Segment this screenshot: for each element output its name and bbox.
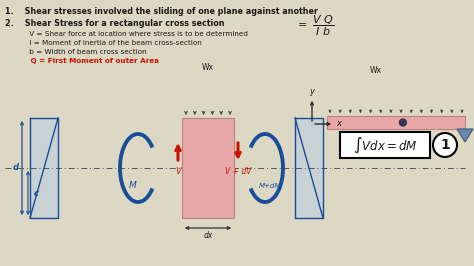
Text: V: V xyxy=(175,167,181,176)
Text: 1.    Shear stresses involved the sliding of one plane against another: 1. Shear stresses involved the sliding o… xyxy=(5,7,318,16)
Text: y: y xyxy=(310,87,315,96)
Text: M+dM: M+dM xyxy=(259,183,281,189)
Bar xyxy=(182,118,234,218)
Text: $\int Vdx = dM$: $\int Vdx = dM$ xyxy=(353,135,418,155)
Circle shape xyxy=(433,133,457,157)
Bar xyxy=(327,116,465,129)
FancyBboxPatch shape xyxy=(340,132,430,158)
Text: c: c xyxy=(34,189,38,197)
Text: b = Width of beam cross section: b = Width of beam cross section xyxy=(18,49,146,55)
Text: M: M xyxy=(129,181,137,190)
Text: 1: 1 xyxy=(440,138,450,152)
Text: Q = First Moment of outer Area: Q = First Moment of outer Area xyxy=(18,58,159,64)
Text: $=\ \dfrac{V\ Q}{I\ b}$: $=\ \dfrac{V\ Q}{I\ b}$ xyxy=(295,14,334,39)
Polygon shape xyxy=(457,129,473,142)
Text: 2.    Shear Stress for a rectangular cross section: 2. Shear Stress for a rectangular cross … xyxy=(5,19,225,28)
Circle shape xyxy=(400,119,406,126)
Text: V + dV: V + dV xyxy=(225,167,251,176)
Text: x: x xyxy=(336,119,341,128)
Text: Wx: Wx xyxy=(369,66,381,75)
Polygon shape xyxy=(295,118,323,218)
Text: d: d xyxy=(13,164,19,172)
Text: Wx: Wx xyxy=(202,63,214,72)
Polygon shape xyxy=(30,118,58,218)
Text: I = Moment of inertia of the beam cross-section: I = Moment of inertia of the beam cross-… xyxy=(18,40,202,46)
Text: dx: dx xyxy=(203,231,213,240)
Text: V = Shear force at location where stress is to be determined: V = Shear force at location where stress… xyxy=(18,31,248,37)
